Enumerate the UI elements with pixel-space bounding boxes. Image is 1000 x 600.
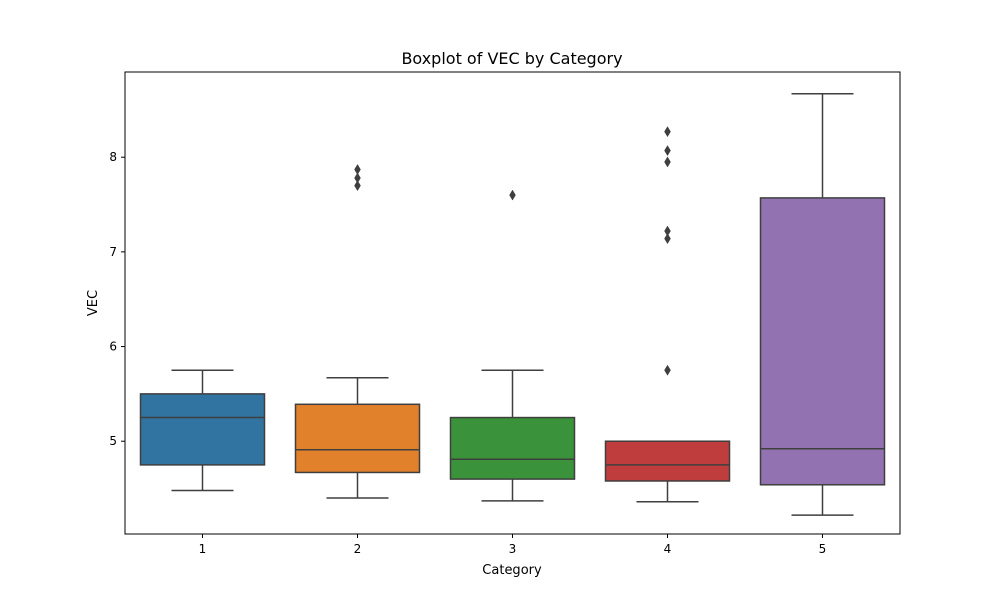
box-group-2 xyxy=(294,164,421,499)
box-group-3 xyxy=(449,189,576,502)
box-iqr xyxy=(449,416,576,480)
outlier-point xyxy=(664,145,671,157)
boxes-layer xyxy=(139,93,886,516)
outlier-point xyxy=(509,189,516,201)
outlier-point xyxy=(664,233,671,245)
x-tick-label: 5 xyxy=(819,542,827,556)
box-group-1 xyxy=(139,369,266,492)
y-tick-label: 7 xyxy=(109,245,117,259)
x-tick-label: 2 xyxy=(354,542,362,556)
x-tick-label: 4 xyxy=(664,542,672,556)
box-iqr xyxy=(759,197,886,486)
outlier-point xyxy=(354,180,361,192)
outlier-point xyxy=(664,126,671,138)
box-group-5 xyxy=(759,93,886,516)
outlier-point xyxy=(664,225,671,237)
outlier-point xyxy=(664,364,671,376)
box-iqr xyxy=(604,440,731,482)
box-iqr xyxy=(139,393,266,466)
outlier-point xyxy=(354,172,361,184)
y-tick-label: 8 xyxy=(109,150,117,164)
outlier-point xyxy=(664,156,671,168)
y-axis-label: VEC xyxy=(86,290,101,316)
box-iqr xyxy=(294,403,421,474)
outlier-point xyxy=(354,164,361,175)
x-tick-label: 3 xyxy=(509,542,517,556)
x-axis-ticks: 1 2 3 4 5 xyxy=(199,534,827,556)
y-axis-ticks: 5 6 7 8 xyxy=(109,150,125,448)
x-tick-label: 1 xyxy=(199,542,207,556)
y-tick-label: 5 xyxy=(109,434,117,448)
y-tick-label: 6 xyxy=(109,340,117,354)
box-group-4 xyxy=(604,126,731,503)
chart-title: Boxplot of VEC by Category xyxy=(401,49,622,68)
x-axis-label: Category xyxy=(482,563,542,578)
